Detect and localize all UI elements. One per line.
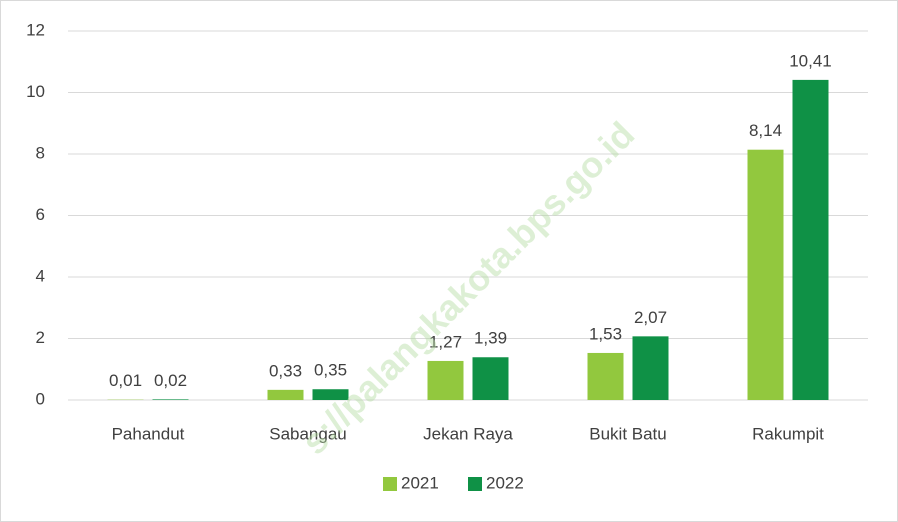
data-label: 0,35: [314, 361, 347, 380]
bar: [427, 360, 464, 400]
bar: [267, 389, 304, 400]
x-tick-label: Jekan Raya: [423, 424, 513, 443]
data-label: 1,53: [589, 324, 622, 343]
y-tick-label: 12: [26, 20, 45, 39]
legend-swatch: [383, 477, 397, 491]
y-tick-label: 0: [36, 389, 45, 408]
legend-swatch: [468, 477, 482, 491]
x-tick-label: Bukit Batu: [589, 424, 667, 443]
y-tick-label: 4: [36, 266, 45, 285]
y-tick-label: 2: [36, 328, 45, 347]
data-label: 10,41: [789, 51, 832, 70]
x-tick-label: Pahandut: [112, 424, 185, 443]
plot: 0 2 4 6 8 10 12 Pahandut 0,01 0,02 Sabangau 0,33 0,3…: [26, 20, 868, 492]
bar: [312, 389, 349, 400]
legend-label: 2022: [486, 473, 524, 492]
legend-label: 2021: [401, 473, 439, 492]
data-label: 0,01: [109, 371, 142, 390]
data-label: 0,02: [154, 371, 187, 390]
bar: [472, 357, 509, 400]
bar: [152, 399, 189, 400]
y-tick-label: 8: [36, 143, 45, 162]
data-label: 1,39: [474, 329, 507, 348]
y-tick-label: 10: [26, 82, 45, 101]
bar: [747, 149, 784, 400]
data-label: 2,07: [634, 308, 667, 327]
data-label: 0,33: [269, 361, 302, 380]
y-tick-label: 6: [36, 205, 45, 224]
data-label: 8,14: [749, 121, 782, 140]
data-label: 1,27: [429, 332, 462, 351]
bar: [587, 352, 624, 400]
x-tick-label: Rakumpit: [752, 424, 824, 443]
bar: [792, 79, 829, 400]
bar: [632, 336, 669, 400]
x-tick-label: Sabangau: [269, 424, 347, 443]
